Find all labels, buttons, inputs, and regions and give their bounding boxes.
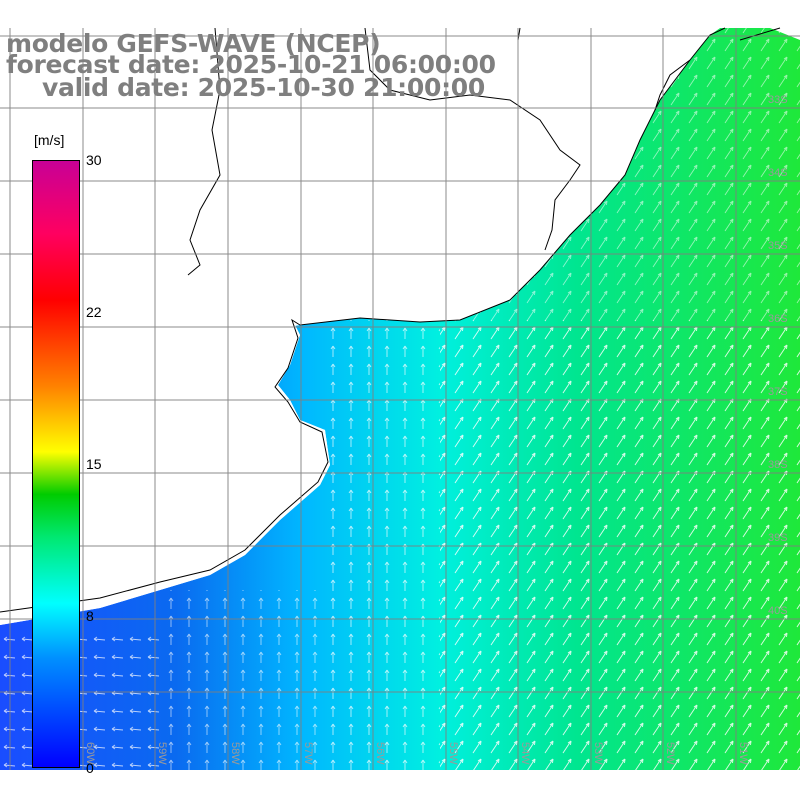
lon-label: 58W <box>229 742 241 765</box>
colorbar-tick: 8 <box>86 608 94 624</box>
lat-label: 39S <box>768 532 788 544</box>
colorbar-tick: 22 <box>86 304 102 320</box>
lat-label: 40S <box>768 605 788 617</box>
lon-label: 54W <box>519 742 531 765</box>
lat-label: 35S <box>768 240 788 252</box>
lat-label: 33S <box>768 94 788 106</box>
lon-label: 60W <box>84 742 96 765</box>
lon-label: 52W <box>664 742 676 765</box>
grid <box>0 28 800 770</box>
lat-label: 36S <box>768 313 788 325</box>
valid-date: valid date: 2025-10-30 21:00:00 <box>42 73 485 102</box>
ocean-field <box>0 28 800 770</box>
lon-label: 57W <box>302 742 314 765</box>
coastline <box>0 27 781 613</box>
colorbar-tick: 15 <box>86 456 102 472</box>
lon-label: 51W <box>737 742 749 765</box>
lon-label: 55W <box>447 742 459 765</box>
land <box>0 28 800 625</box>
lon-label: 56W <box>374 742 386 765</box>
lon-label: 53W <box>592 742 604 765</box>
lat-label: 37S <box>768 386 788 398</box>
map-title: modelo GEFS-WAVE (NCEP) <box>6 29 381 58</box>
colorbar-tick: 30 <box>86 152 102 168</box>
lat-label: 34S <box>768 167 788 179</box>
lat-label: 38S <box>768 459 788 471</box>
forecast-date: forecast date: 2025-10-21 06:00:00 <box>6 50 496 79</box>
colorbar <box>32 160 80 768</box>
lon-label: 59W <box>156 742 168 765</box>
colorbar-tick: 0 <box>86 760 94 776</box>
colorbar-unit: [m/s] <box>34 132 65 148</box>
